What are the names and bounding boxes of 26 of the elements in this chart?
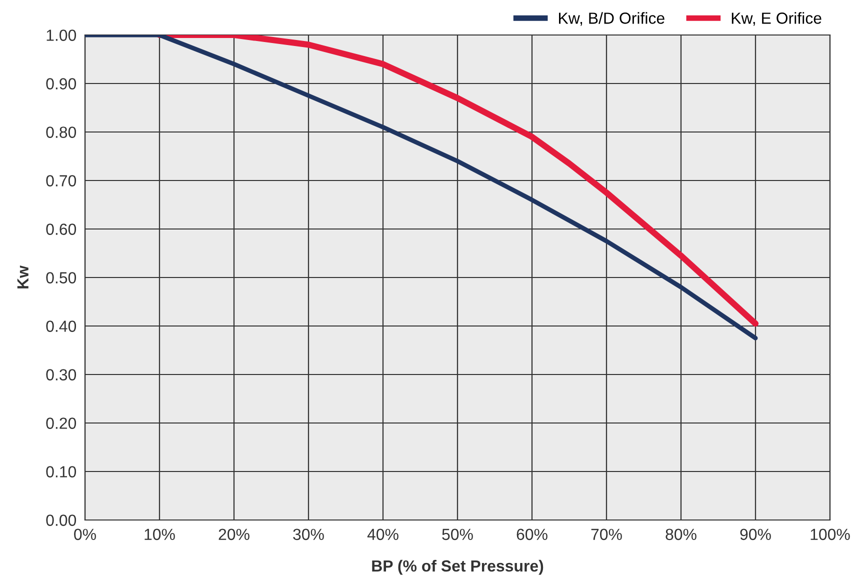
y-tick-label: 0.50 (46, 272, 76, 284)
y-tick-label: 0.90 (46, 78, 76, 90)
x-tick-label: 80% (666, 528, 696, 540)
x-tick-label: 50% (442, 528, 473, 540)
y-axis-title: Kw (17, 265, 28, 288)
x-tick-label: 0% (74, 528, 96, 540)
y-tick-label: 0.70 (46, 175, 76, 186)
x-axis-title: BP (% of Set Pressure) (372, 560, 544, 575)
legend-label: Kw, E Orifice (732, 12, 822, 26)
y-tick-label: 1.00 (46, 30, 76, 41)
x-tick-label: 30% (293, 528, 324, 540)
y-tick-label: 0.40 (46, 320, 76, 332)
x-tick-label: 100% (810, 528, 850, 540)
y-tick-label: 0.10 (46, 466, 76, 478)
y-tick-label: 0.80 (46, 126, 76, 138)
x-tick-label: 60% (516, 528, 548, 540)
y-tick-label: 0.20 (46, 418, 76, 429)
y-tick-label: 0.30 (46, 369, 76, 380)
legend-label: Kw, B/D Orifice (559, 12, 664, 26)
y-tick-label: 0.00 (46, 514, 76, 526)
x-tick-label: 40% (367, 528, 398, 540)
x-tick-label: 10% (144, 528, 175, 540)
x-tick-label: 90% (740, 528, 771, 540)
x-tick-label: 20% (218, 528, 250, 540)
y-tick-label: 0.60 (46, 224, 76, 235)
x-tick-label: 70% (591, 528, 622, 540)
